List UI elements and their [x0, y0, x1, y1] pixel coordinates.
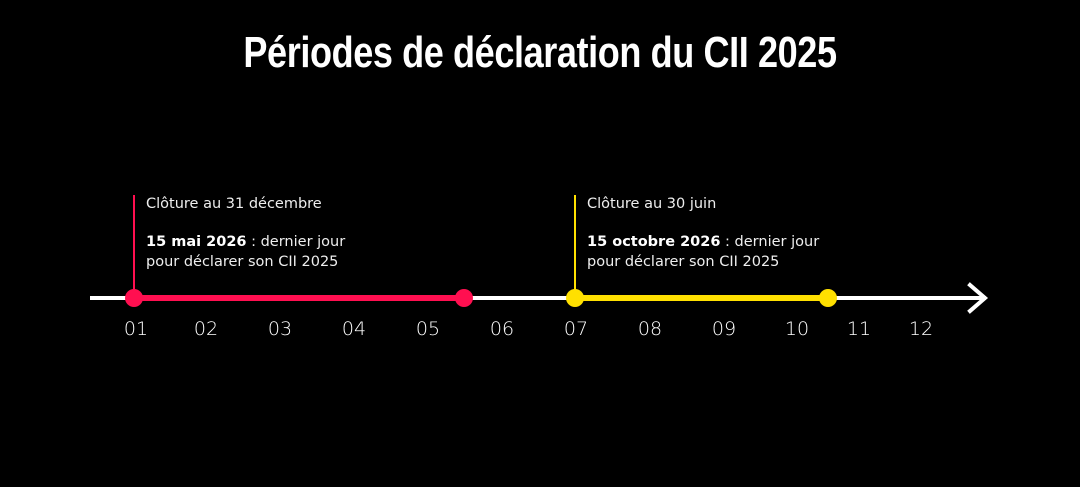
- period1-deadline-text: : dernier jour: [246, 234, 346, 250]
- page-title: Périodes de déclaration du CII 2025: [243, 28, 837, 77]
- month-label-03: 03: [267, 318, 293, 340]
- period2-end-dot: [819, 289, 837, 307]
- period2-callout: Clôture au 30 juin 15 octobre 2026 : der…: [587, 194, 819, 272]
- month-label-02: 02: [193, 318, 219, 340]
- month-label-12: 12: [908, 318, 934, 340]
- period1-deadline-line2: pour déclarer son CII 2025: [146, 254, 339, 270]
- period1-end-dot: [455, 289, 473, 307]
- period2-deadline-text: : dernier jour: [720, 234, 820, 250]
- period1-deadline-date: 15 mai 2026: [146, 234, 247, 250]
- period1-start-dot: [125, 289, 143, 307]
- month-label-05: 05: [415, 318, 441, 340]
- period2-closing-label: Clôture au 30 juin: [587, 196, 717, 212]
- period2-deadline-line2: pour déclarer son CII 2025: [587, 254, 780, 270]
- month-label-11: 11: [846, 318, 872, 340]
- month-label-10: 10: [784, 318, 810, 340]
- month-label-08: 08: [637, 318, 663, 340]
- month-label-07: 07: [563, 318, 589, 340]
- arrow-right-icon: [967, 282, 989, 314]
- period1-closing-label: Clôture au 31 décembre: [146, 196, 322, 212]
- period2-deadline-date: 15 octobre 2026: [587, 234, 721, 250]
- period2-deadline: 15 octobre 2026 : dernier jour: [587, 232, 819, 252]
- period2-start-dot: [566, 289, 584, 307]
- month-label-01: 01: [123, 318, 149, 340]
- month-label-04: 04: [341, 318, 367, 340]
- month-label-06: 06: [489, 318, 515, 340]
- period1-callout: Clôture au 31 décembre 15 mai 2026 : der…: [146, 194, 345, 272]
- month-label-09: 09: [711, 318, 737, 340]
- period1-deadline: 15 mai 2026 : dernier jour: [146, 232, 345, 252]
